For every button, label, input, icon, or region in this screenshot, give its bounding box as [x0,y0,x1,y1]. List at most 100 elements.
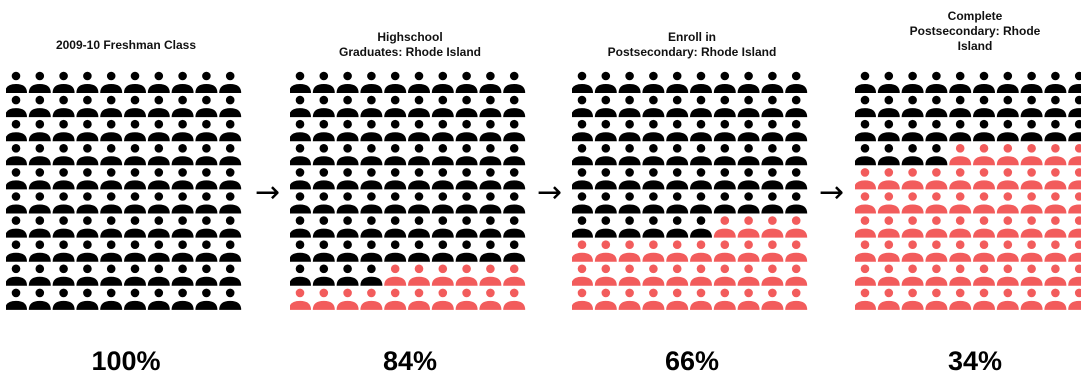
person-icon [737,216,760,238]
person-icon [479,168,502,190]
person-icon [996,144,1019,166]
person-icon [594,144,617,166]
person-icon [408,216,430,238]
person-icon [877,144,900,166]
person-icon [877,264,900,286]
person-icon [642,240,665,262]
person-icon [618,240,641,262]
person-icon [171,264,194,286]
person-icon [785,71,808,93]
person-icon [52,144,75,166]
person-icon [973,192,995,214]
person-icon [219,168,242,190]
person-icon [737,168,760,190]
person-icon [360,288,383,310]
person-icon [384,192,407,214]
person-icon [855,95,876,118]
person-icon [312,288,335,310]
person-icon-grid [855,71,1081,310]
person-icon [666,192,689,214]
person-icon [124,119,146,142]
person-icon [28,119,51,142]
person-icon [219,71,242,93]
person-icon [925,144,948,166]
person-icon [312,119,335,142]
person-icon [147,192,170,214]
person-icon [408,240,430,262]
person-icon [195,264,218,286]
person-icon [503,192,526,214]
person-icon [1068,288,1081,310]
person-icon [1044,119,1067,142]
person-icon [312,264,335,286]
person-icon [1020,288,1043,310]
person-icon [690,264,712,286]
person-icon [384,288,407,310]
person-icon [925,95,948,118]
person-icon [6,192,27,214]
person-icon [431,168,454,190]
person-icon [618,144,641,166]
person-icon [1068,192,1081,214]
person-icon [594,264,617,286]
person-icon [408,119,430,142]
person-icon [713,264,736,286]
person-icon [1068,144,1081,166]
person-icon [479,240,502,262]
person-icon [503,95,526,118]
person-icon-grid [6,71,242,310]
person-icon [949,168,972,190]
person-icon [479,216,502,238]
person-icon [737,144,760,166]
person-icon [219,288,242,310]
person-icon [949,192,972,214]
person-icon [147,95,170,118]
person-icon [572,288,593,310]
person-icon [618,168,641,190]
person-icon [28,264,51,286]
person-icon [572,192,593,214]
person-icon [666,95,689,118]
person-icon [6,288,27,310]
person-icon [572,71,593,93]
person-icon [408,288,430,310]
person-icon [690,216,712,238]
person-icon [100,119,123,142]
person-icon [761,264,784,286]
person-icon [219,119,242,142]
person-icon [572,95,593,118]
person-icon [925,240,948,262]
person-icon [594,240,617,262]
person-icon [761,168,784,190]
person-icon [503,216,526,238]
person-icon [737,71,760,93]
person-icon [290,71,311,93]
person-icon [479,119,502,142]
arrow-icon: → [819,175,845,210]
person-icon [1044,95,1067,118]
person-icon [124,240,146,262]
person-icon [503,71,526,93]
person-icon [195,240,218,262]
person-icon [52,216,75,238]
person-icon [690,168,712,190]
person-icon [408,95,430,118]
person-icon [147,168,170,190]
person-icon [973,168,995,190]
person-icon [572,168,593,190]
person-icon [76,192,99,214]
person-icon [690,144,712,166]
person-icon [713,95,736,118]
person-icon [171,71,194,93]
person-icon [901,168,924,190]
person-icon [761,71,784,93]
person-icon [52,119,75,142]
person-icon [100,144,123,166]
person-icon [666,240,689,262]
person-icon [52,71,75,93]
person-icon [1020,168,1043,190]
person-icon [360,144,383,166]
person-icon [925,71,948,93]
person-icon [290,144,311,166]
person-icon [312,192,335,214]
